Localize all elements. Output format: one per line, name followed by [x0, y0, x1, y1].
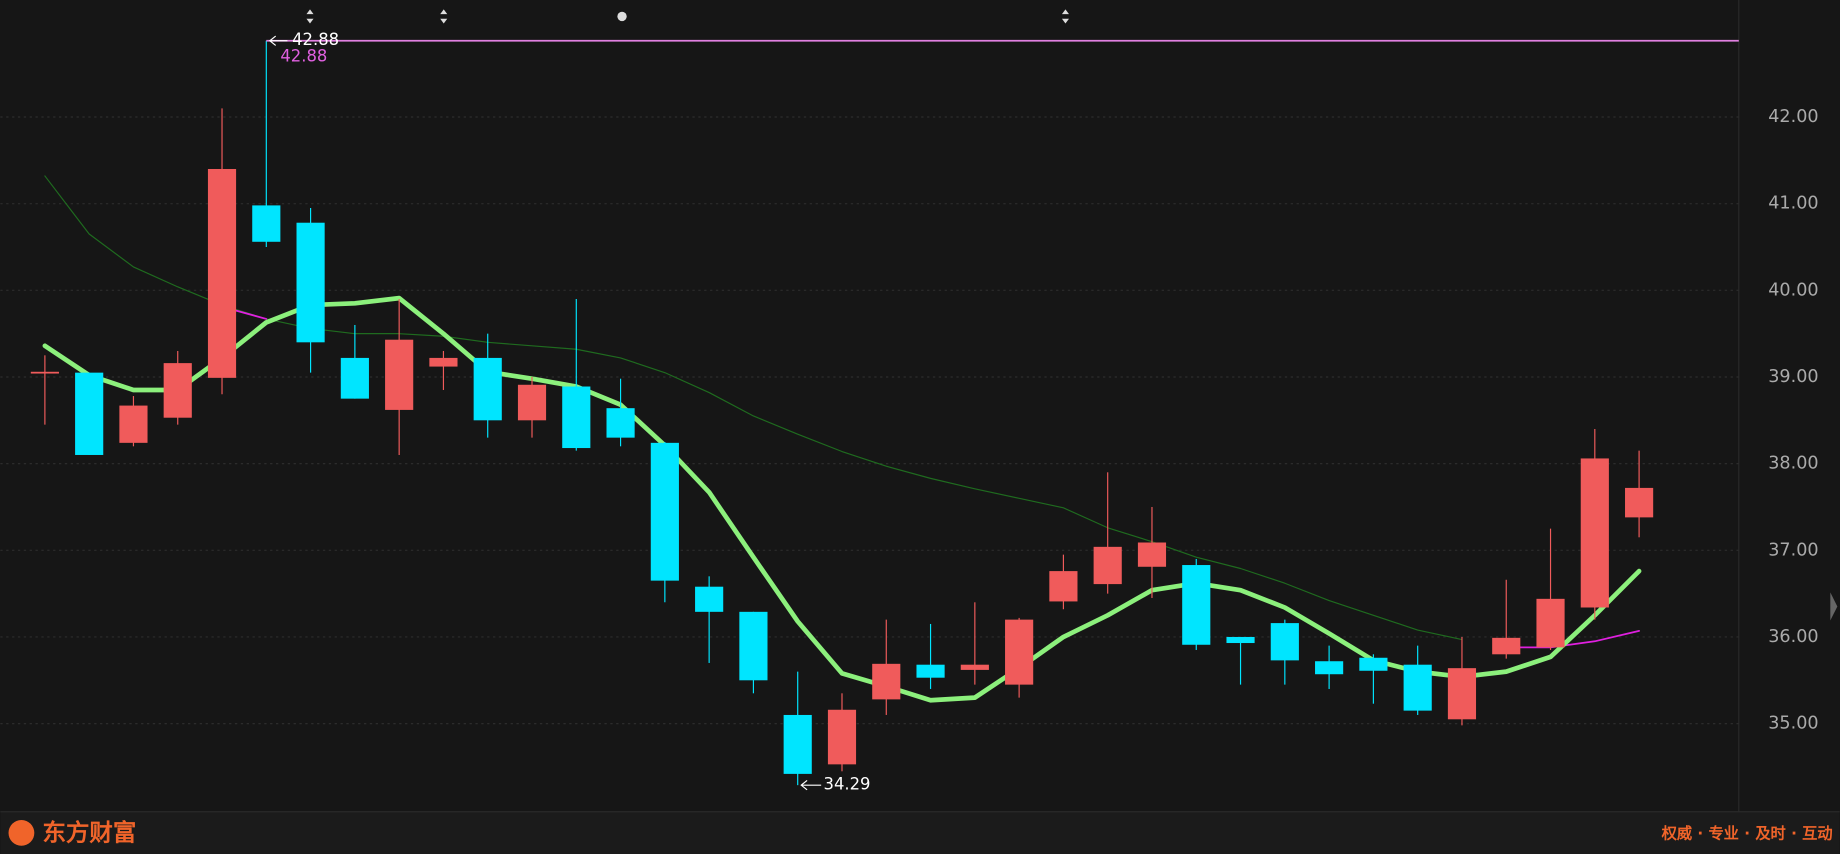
y-tick-label: 40.00	[1768, 280, 1818, 300]
marker	[306, 9, 314, 24]
max-label: 42.88	[292, 30, 339, 49]
min-arrow	[800, 780, 822, 791]
logo-icon	[8, 819, 35, 846]
candle-body	[252, 205, 281, 242]
marker	[1061, 9, 1069, 24]
candle-body	[517, 384, 547, 421]
candle-body	[340, 357, 369, 399]
candle-body	[916, 664, 945, 678]
candle-body	[960, 664, 989, 670]
y-tick-label: 36.00	[1768, 627, 1818, 647]
candle-body	[385, 339, 414, 410]
ma-line	[44, 175, 1463, 641]
candle-body	[783, 714, 812, 774]
side-handle	[1830, 592, 1838, 621]
candle-body	[827, 709, 857, 765]
candle-body	[473, 357, 502, 421]
y-tick-label: 42.00	[1768, 107, 1818, 127]
candle-body	[1403, 664, 1432, 711]
candle-body	[119, 405, 148, 443]
candle-body	[75, 372, 104, 455]
candle-body	[1536, 598, 1565, 648]
candle-body	[1580, 458, 1609, 608]
max-arrow	[268, 35, 288, 46]
candle-body	[1182, 565, 1211, 645]
y-tick-label: 41.00	[1768, 194, 1818, 214]
candle-body	[1359, 657, 1388, 671]
candle-body	[739, 611, 768, 681]
candle-body	[296, 222, 325, 343]
candle-body	[1137, 542, 1167, 567]
max-label-secondary: 42.88	[280, 47, 327, 66]
footer-bar	[0, 811, 1840, 854]
candle-body	[1315, 661, 1344, 675]
candle-body	[562, 386, 591, 449]
y-tick-label: 37.00	[1768, 540, 1818, 560]
slogan: 权威 · 专业 · 及时 · 互动	[1661, 825, 1833, 843]
candle-body	[1049, 571, 1078, 602]
y-tick-label: 38.00	[1768, 454, 1818, 474]
min-label: 34.29	[824, 775, 871, 794]
marker	[440, 9, 448, 24]
candle-body	[872, 663, 901, 700]
candle-body	[650, 442, 679, 581]
candle-body	[1270, 623, 1299, 661]
candle-body	[606, 408, 635, 438]
candle-body	[30, 371, 59, 374]
candle-body	[1625, 487, 1654, 518]
top-markers	[306, 9, 1069, 24]
candle-body	[1492, 637, 1521, 655]
candle-body	[1226, 636, 1255, 644]
candle-body	[1005, 619, 1034, 685]
candle-body	[695, 586, 724, 612]
marker	[617, 11, 627, 22]
candle-body	[163, 363, 192, 418]
candle-body	[429, 357, 458, 367]
candle-body	[1447, 668, 1477, 720]
candle-body	[207, 168, 237, 378]
logo: 东方财富	[43, 819, 137, 847]
y-tick-label: 39.00	[1768, 367, 1818, 387]
y-tick-label: 35.00	[1768, 714, 1818, 734]
candle-body	[1093, 546, 1122, 585]
